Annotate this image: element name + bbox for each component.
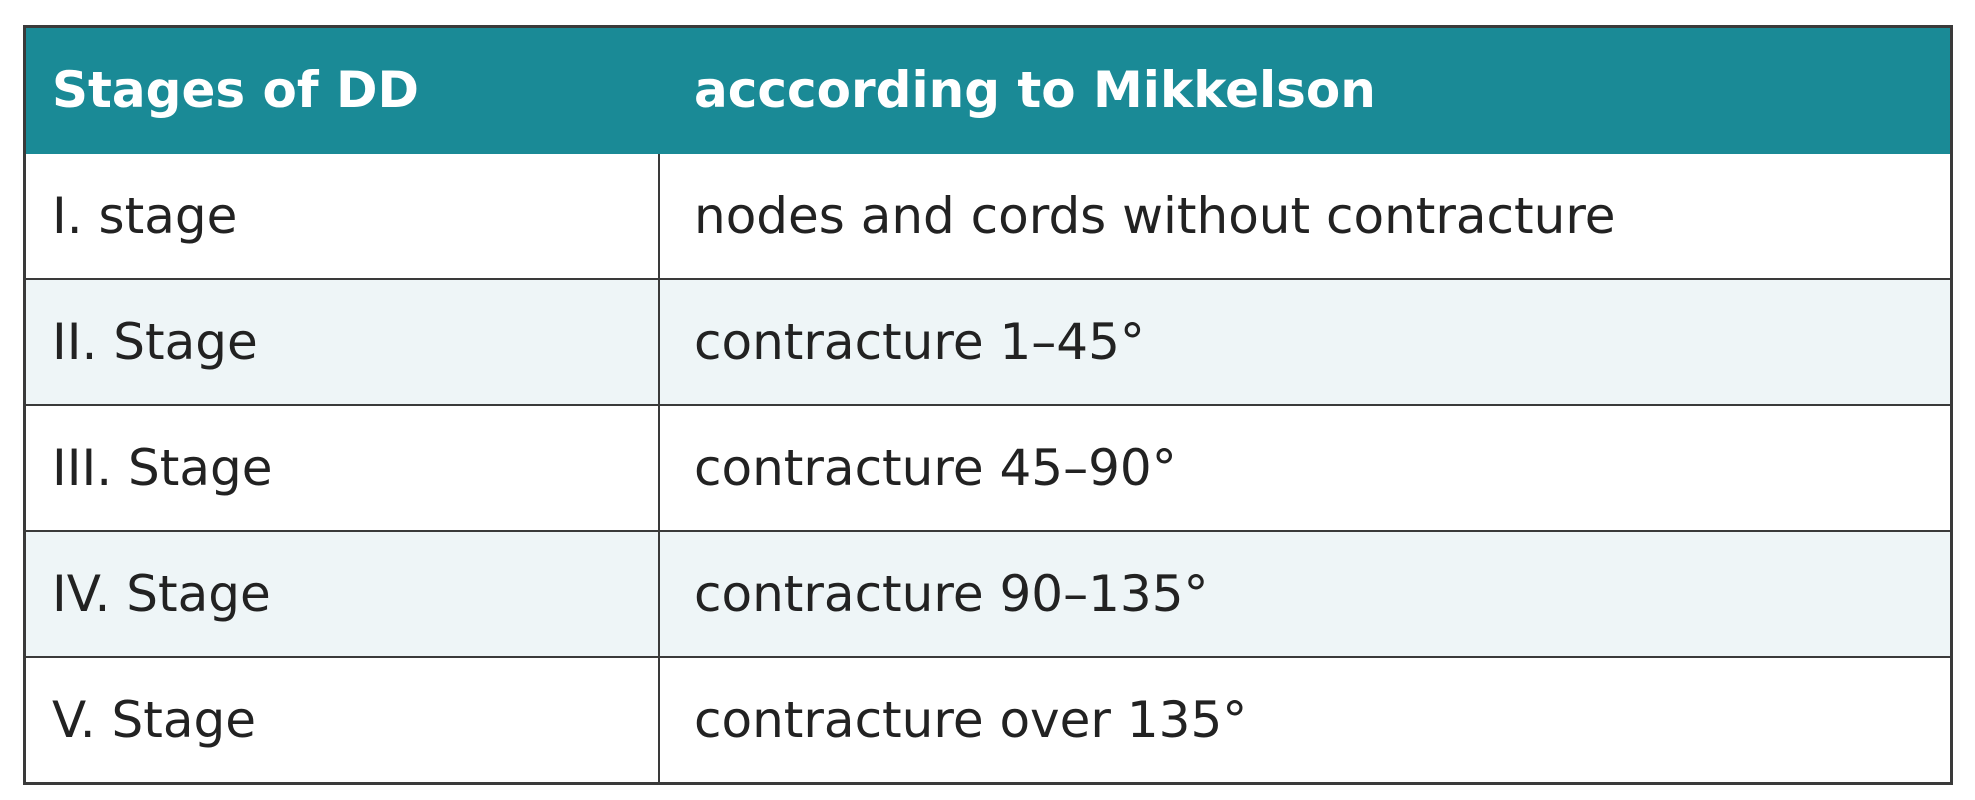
table-header: Stages of DD acccording to Mikkelson [23, 25, 1953, 154]
table-body: I. stage nodes and cords without contract… [23, 152, 1953, 785]
table-row: V. Stage contracture over 135° [23, 656, 1953, 785]
table-cell: IV. Stage [23, 530, 660, 658]
table-row: II. Stage contracture 1–45° [23, 278, 1953, 406]
header-cell: Stages of DD [23, 25, 660, 154]
table-cell: contracture 90–135° [658, 530, 1953, 658]
table-cell: contracture 1–45° [658, 278, 1953, 406]
table-cell: contracture over 135° [658, 656, 1953, 785]
table-cell: V. Stage [23, 656, 660, 785]
table-cell: contracture 45–90° [658, 404, 1953, 532]
table-cell: III. Stage [23, 404, 660, 532]
table-cell: I. stage [23, 152, 660, 280]
table-cell: nodes and cords without contracture [658, 152, 1953, 280]
table-row: IV. Stage contracture 90–135° [23, 530, 1953, 658]
header-row: Stages of DD acccording to Mikkelson [23, 25, 1953, 154]
table-row: III. Stage contracture 45–90° [23, 404, 1953, 532]
stages-table: Stages of DD acccording to Mikkelson I. s… [23, 25, 1953, 785]
table-cell: II. Stage [23, 278, 660, 406]
header-cell: acccording to Mikkelson [658, 25, 1953, 154]
table-row: I. stage nodes and cords without contract… [23, 152, 1953, 280]
